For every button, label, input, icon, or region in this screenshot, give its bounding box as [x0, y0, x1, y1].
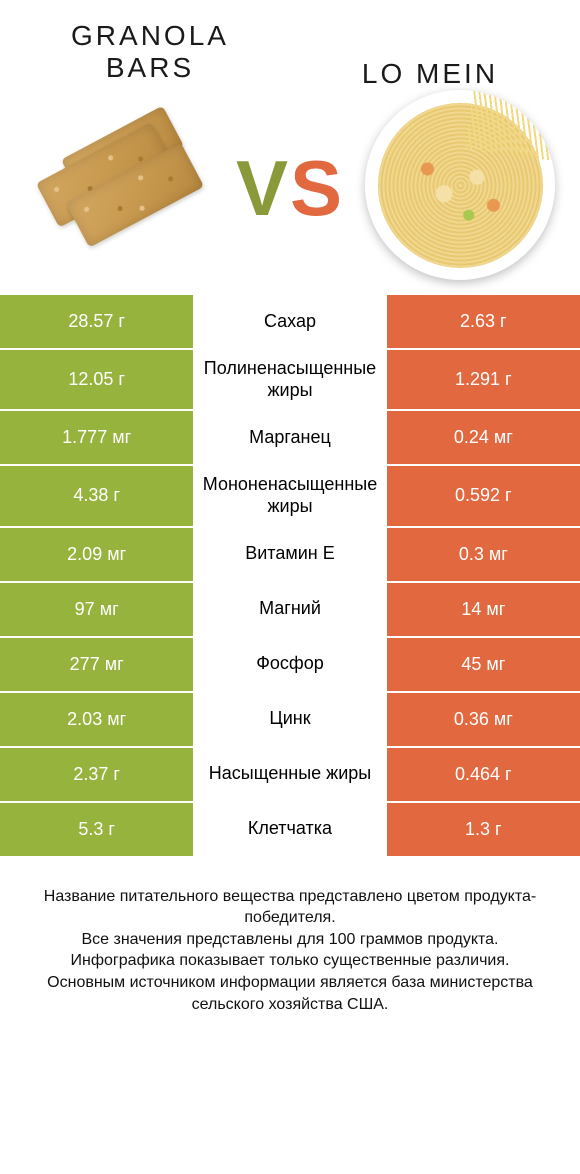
- nutrient-label: Витамин E: [193, 528, 386, 583]
- table-row: 97 мгМагний14 мг: [0, 583, 580, 638]
- vs-label: VS: [236, 143, 344, 234]
- nutrient-label: Полиненасыщенные жиры: [193, 350, 386, 411]
- right-food-title: LO MEIN: [320, 58, 540, 90]
- table-row: 12.05 гПолиненасыщенные жиры1.291 г: [0, 350, 580, 411]
- right-food-image: [360, 100, 560, 270]
- left-value: 12.05 г: [0, 350, 193, 411]
- table-row: 277 мгФосфор45 мг: [0, 638, 580, 693]
- footnote-line: Инфографика показывает только существенн…: [22, 950, 558, 972]
- vs-v: V: [236, 144, 290, 232]
- table-row: 2.03 мгЦинк0.36 мг: [0, 693, 580, 748]
- left-value: 5.3 г: [0, 803, 193, 858]
- left-value: 277 мг: [0, 638, 193, 693]
- right-value: 45 мг: [387, 638, 580, 693]
- right-value: 0.592 г: [387, 466, 580, 527]
- footnote-line: Название питательного вещества представл…: [22, 886, 558, 929]
- left-value: 28.57 г: [0, 295, 193, 350]
- left-value: 2.03 мг: [0, 693, 193, 748]
- left-value: 2.09 мг: [0, 528, 193, 583]
- right-value: 14 мг: [387, 583, 580, 638]
- nutrient-label: Мононенасыщенные жиры: [193, 466, 386, 527]
- left-value: 2.37 г: [0, 748, 193, 803]
- header: GRANOLA BARS LO MEIN: [0, 0, 580, 90]
- left-value: 4.38 г: [0, 466, 193, 527]
- table-row: 5.3 гКлетчатка1.3 г: [0, 803, 580, 858]
- nutrient-label: Клетчатка: [193, 803, 386, 858]
- footnote: Название питательного вещества представл…: [0, 858, 580, 1016]
- nutrient-label: Магний: [193, 583, 386, 638]
- table-row: 4.38 гМононенасыщенные жиры0.592 г: [0, 466, 580, 527]
- nutrient-label: Фосфор: [193, 638, 386, 693]
- images-row: VS: [0, 90, 580, 295]
- nutrient-label: Цинк: [193, 693, 386, 748]
- right-value: 0.36 мг: [387, 693, 580, 748]
- table-row: 28.57 гСахар2.63 г: [0, 295, 580, 350]
- left-value: 97 мг: [0, 583, 193, 638]
- nutrient-label: Насыщенные жиры: [193, 748, 386, 803]
- table-row: 2.09 мгВитамин E0.3 мг: [0, 528, 580, 583]
- footnote-line: Основным источником информации является …: [22, 972, 558, 1015]
- right-value: 1.3 г: [387, 803, 580, 858]
- nutrient-label: Марганец: [193, 411, 386, 466]
- left-value: 1.777 мг: [0, 411, 193, 466]
- nutrient-table: 28.57 гСахар2.63 г12.05 гПолиненасыщенны…: [0, 295, 580, 857]
- left-food-title: GRANOLA BARS: [40, 20, 260, 84]
- footnote-line: Все значения представлены для 100 граммо…: [22, 929, 558, 951]
- right-value: 0.464 г: [387, 748, 580, 803]
- left-food-image: [20, 100, 220, 270]
- right-value: 2.63 г: [387, 295, 580, 350]
- right-value: 0.3 мг: [387, 528, 580, 583]
- table-row: 1.777 мгМарганец0.24 мг: [0, 411, 580, 466]
- table-row: 2.37 гНасыщенные жиры0.464 г: [0, 748, 580, 803]
- right-value: 1.291 г: [387, 350, 580, 411]
- right-value: 0.24 мг: [387, 411, 580, 466]
- vs-s: S: [290, 144, 344, 232]
- nutrient-label: Сахар: [193, 295, 386, 350]
